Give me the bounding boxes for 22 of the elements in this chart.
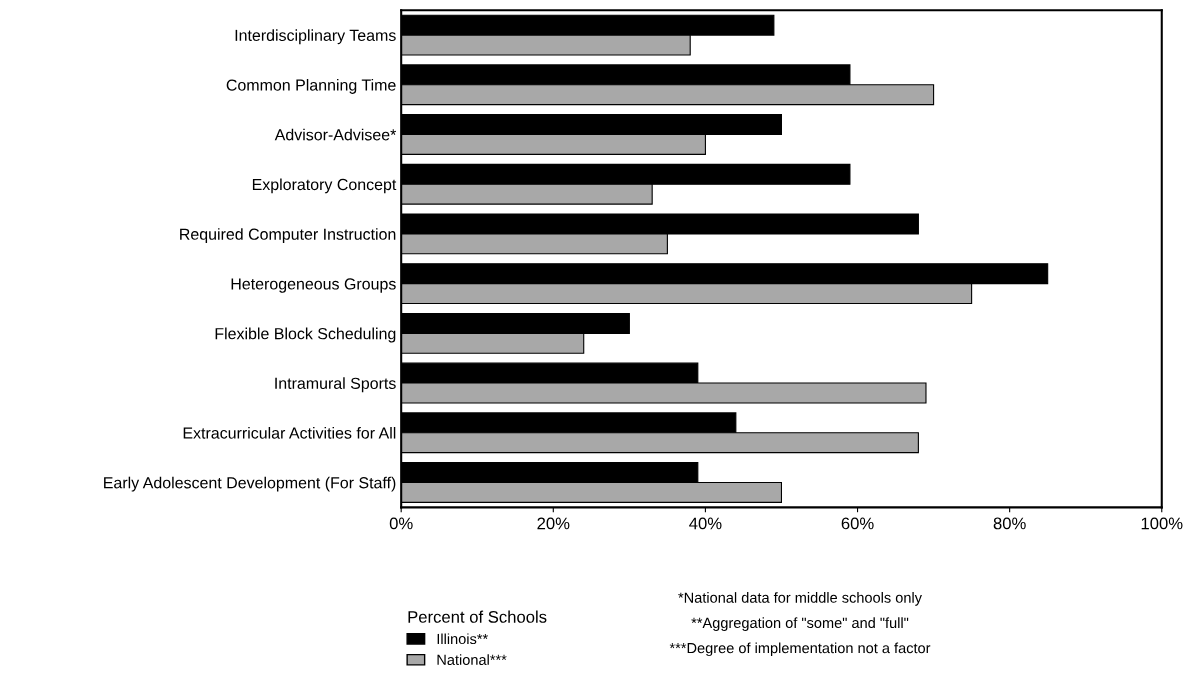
x-tick-label: 100% — [1141, 517, 1183, 530]
y-tick-label: Heterogeneous Groups — [231, 278, 396, 293]
y-tick-label: Required Computer Instruction — [180, 228, 396, 244]
text: *National data for middle schools only — [678, 592, 922, 606]
x-tick-label: 0% — [389, 517, 413, 530]
x-tick-label: 40% — [689, 517, 722, 530]
y-tick-label: Exploratory Concept — [252, 178, 397, 194]
y-tick-label: Intramural Sports — [275, 377, 396, 393]
y-tick-label: Interdisciplinary Teams — [235, 29, 396, 45]
legend-label: National*** — [437, 654, 507, 665]
y-tick-label: Common Planning Time — [226, 79, 396, 94]
text: ***Degree of implementation not a factor — [669, 642, 931, 657]
x-tick-label: 20% — [537, 517, 570, 530]
text: **Aggregation of "some" and "full" — [691, 617, 909, 631]
x-tick-label: 80% — [993, 517, 1026, 530]
legend-title: Percent of Schools — [408, 610, 547, 623]
y-tick-label: Flexible Block Scheduling — [215, 327, 396, 343]
y-tick-label: Early Adolescent Development (For Staff) — [104, 476, 396, 492]
x-tick-label: 60% — [841, 517, 874, 530]
legend-label: Illinois** — [437, 633, 488, 645]
y-tick-label: Advisor-Advisee* — [274, 128, 397, 141]
y-tick-label: Extracurricular Activities for All — [183, 426, 396, 439]
